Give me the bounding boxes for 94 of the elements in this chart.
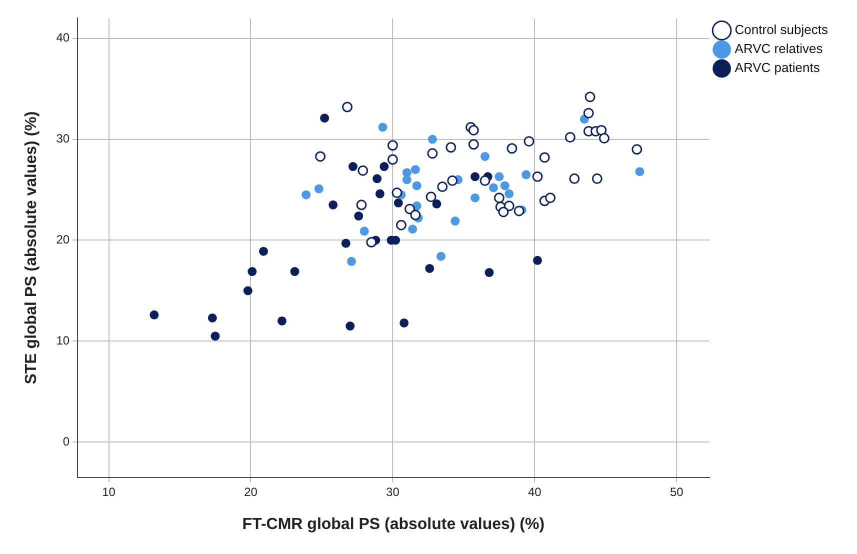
point [354, 212, 364, 221]
point [532, 171, 543, 182]
point [360, 226, 369, 236]
point [468, 139, 479, 150]
point [366, 237, 377, 248]
point [248, 267, 257, 276]
point [470, 172, 480, 182]
point [484, 268, 494, 278]
point [447, 175, 458, 186]
point [480, 152, 490, 161]
point [480, 175, 490, 186]
point [243, 286, 252, 296]
y-tick-label: 20 [56, 232, 70, 247]
x-tick-label: 20 [244, 484, 258, 499]
point [450, 216, 460, 226]
point [470, 193, 480, 202]
point [569, 173, 580, 184]
point [372, 174, 382, 184]
point [524, 136, 534, 147]
point [410, 210, 421, 220]
point [356, 200, 367, 210]
point [584, 92, 596, 102]
point [514, 206, 524, 216]
point [150, 310, 159, 320]
point [632, 144, 642, 155]
legend-label: ARVC relatives [734, 41, 824, 56]
point [408, 224, 418, 234]
point [533, 256, 542, 265]
x-tick-label: 50 [670, 484, 684, 499]
point [392, 188, 402, 198]
point [489, 183, 498, 192]
point [583, 108, 594, 118]
point [404, 204, 415, 214]
y-axis-title: STE global PS (absolute values) (%) [23, 111, 40, 384]
point [387, 154, 398, 165]
point [500, 181, 510, 190]
point [539, 152, 550, 163]
point [347, 256, 356, 266]
point [394, 198, 403, 208]
x-tick-label: 30 [386, 484, 400, 499]
point [342, 102, 353, 112]
point [375, 189, 384, 198]
point [410, 165, 420, 174]
point [494, 192, 504, 204]
point [320, 114, 330, 123]
point [504, 189, 514, 198]
point [446, 142, 456, 153]
point [596, 124, 607, 136]
point [402, 175, 412, 184]
point [522, 170, 531, 180]
point [210, 332, 220, 341]
point [426, 192, 436, 202]
legend-label: Control subjects [734, 22, 828, 38]
y-tick-label: 10 [56, 333, 70, 348]
point [328, 200, 338, 210]
point [427, 148, 438, 159]
point [259, 246, 268, 256]
point [494, 172, 504, 182]
x-tick-label: 10 [102, 484, 116, 499]
point [428, 134, 437, 144]
point [592, 173, 602, 184]
point [635, 167, 644, 176]
point [346, 322, 355, 331]
point [412, 181, 422, 190]
point [380, 162, 389, 172]
point [498, 206, 509, 218]
y-tick-label: 30 [56, 132, 70, 146]
point [290, 267, 300, 276]
x-tick-label: 40 [528, 484, 542, 499]
point [341, 238, 350, 248]
point [506, 143, 518, 154]
y-tick-label: 0 [62, 434, 70, 448]
point [302, 190, 311, 200]
point [277, 316, 286, 326]
point [598, 133, 610, 144]
y-tick-label: 40 [56, 30, 70, 45]
point [348, 162, 358, 172]
point [314, 184, 324, 194]
point [425, 264, 434, 273]
point [437, 181, 448, 192]
x-axis-title: FT-CMR global PS (absolute values) (%) [242, 516, 545, 533]
point [545, 192, 556, 204]
point [432, 199, 442, 208]
point [315, 151, 326, 162]
point [564, 132, 576, 143]
legend-label: ARVC patients [734, 60, 820, 76]
point [436, 252, 446, 261]
point [378, 122, 388, 132]
point [400, 318, 409, 328]
point [358, 165, 368, 176]
point [387, 140, 398, 151]
point [396, 220, 406, 230]
point [468, 124, 479, 136]
point [208, 313, 217, 322]
